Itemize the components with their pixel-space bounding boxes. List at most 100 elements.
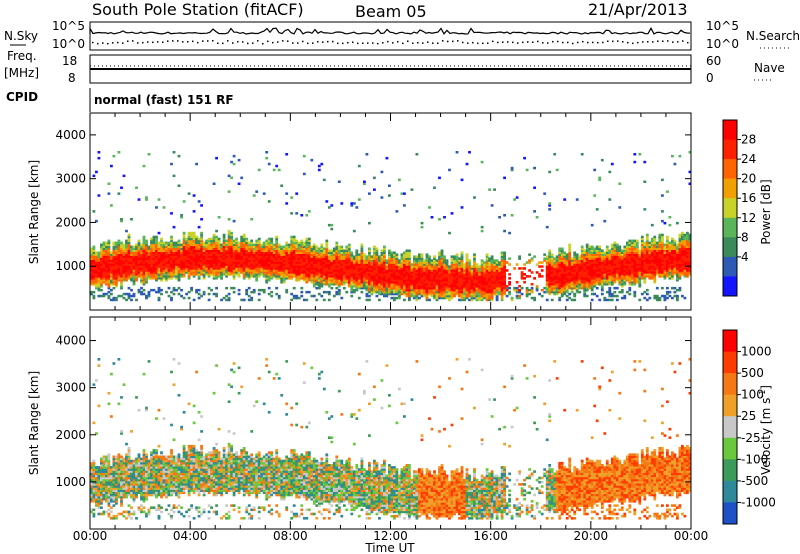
power-cell [640, 251, 644, 254]
power-cell [165, 243, 168, 247]
power-cell [480, 259, 484, 262]
power-cell [518, 267, 521, 270]
power-cell [345, 261, 349, 264]
power-cell [595, 294, 599, 298]
power-cell [107, 192, 111, 195]
power-cell [595, 269, 599, 272]
power-cell [455, 261, 459, 264]
power-cell [458, 267, 461, 270]
power-cell [610, 267, 614, 270]
power-cell [643, 277, 647, 280]
power-cell [212, 273, 216, 276]
power-cell [132, 273, 136, 276]
power-cell [405, 267, 409, 270]
power-cell [192, 253, 196, 256]
power-cell [413, 267, 416, 270]
power-cell [403, 288, 406, 292]
power-cell [285, 243, 289, 247]
power-cell [500, 292, 504, 296]
power-cell [175, 249, 178, 252]
power-cell [272, 259, 276, 262]
power-cell [242, 235, 246, 239]
power-cell [608, 259, 612, 262]
power-cell [160, 275, 163, 278]
power-cell [610, 259, 614, 262]
power-cell [448, 286, 451, 290]
power-cell [275, 247, 279, 250]
power-cell [440, 265, 444, 268]
power-cell [605, 271, 609, 274]
power-cell [267, 267, 271, 270]
power-cell [570, 275, 574, 278]
power-cell [167, 273, 171, 276]
power-cell [242, 265, 246, 268]
power-cell [495, 283, 499, 286]
power-cell [302, 257, 306, 260]
power-cell [445, 277, 449, 280]
power-cell [600, 273, 604, 276]
power-cell [227, 249, 231, 252]
power-cell [508, 283, 511, 286]
power-cell [400, 285, 404, 288]
power-cell [418, 296, 421, 300]
power-cell [300, 247, 304, 250]
power-cell [107, 245, 111, 249]
power-cell [212, 259, 216, 262]
power-cell [600, 249, 604, 252]
power-cell [628, 241, 632, 245]
power-cell [545, 288, 549, 292]
power-cell [330, 263, 334, 266]
power-cell [332, 255, 336, 258]
power-cell [508, 231, 511, 235]
power-cell [207, 245, 211, 249]
power-cell [125, 251, 128, 254]
power-cell [585, 294, 589, 298]
power-cell [438, 253, 441, 256]
power-cell [410, 288, 414, 292]
power-cell [393, 277, 396, 280]
power-cell [310, 269, 314, 272]
power-cell [310, 277, 314, 280]
power-cell [245, 255, 249, 258]
power-cell [483, 285, 486, 288]
power-cell [435, 294, 439, 298]
power-cell [210, 265, 213, 268]
nsearch-point [652, 41, 654, 43]
power-cell [227, 273, 231, 276]
power-cell [383, 249, 386, 252]
power-cell [237, 273, 241, 276]
power-cell [553, 263, 557, 266]
power-cell [167, 267, 171, 270]
power-cell [260, 271, 264, 274]
power-cell [368, 247, 371, 250]
power-cell [327, 279, 331, 282]
power-cell [378, 290, 381, 294]
power-cell [110, 298, 113, 302]
power-cell [320, 162, 324, 166]
power-cell [415, 290, 419, 294]
power-cell [493, 281, 496, 284]
power-cell [635, 275, 639, 278]
nsearch-point [122, 42, 124, 44]
power-cell [618, 245, 622, 249]
power-cell [645, 241, 649, 245]
power-cell [322, 261, 326, 264]
power-cell [110, 275, 113, 278]
power-cell [277, 247, 281, 250]
power-cell [110, 281, 113, 284]
power-cell [478, 281, 481, 284]
nsearch-point [487, 42, 489, 44]
nsearch-point [567, 41, 569, 44]
power-cell [555, 275, 559, 278]
power-cell [580, 281, 584, 284]
power-cell [508, 277, 511, 280]
power-cell [260, 253, 264, 256]
power-cell [608, 251, 612, 254]
power-cell [92, 290, 96, 294]
power-cell [440, 271, 444, 274]
power-cell [400, 271, 404, 274]
power-cell [167, 243, 171, 247]
power-cell [335, 255, 339, 258]
power-cell [608, 198, 612, 201]
power-cell [480, 286, 484, 290]
